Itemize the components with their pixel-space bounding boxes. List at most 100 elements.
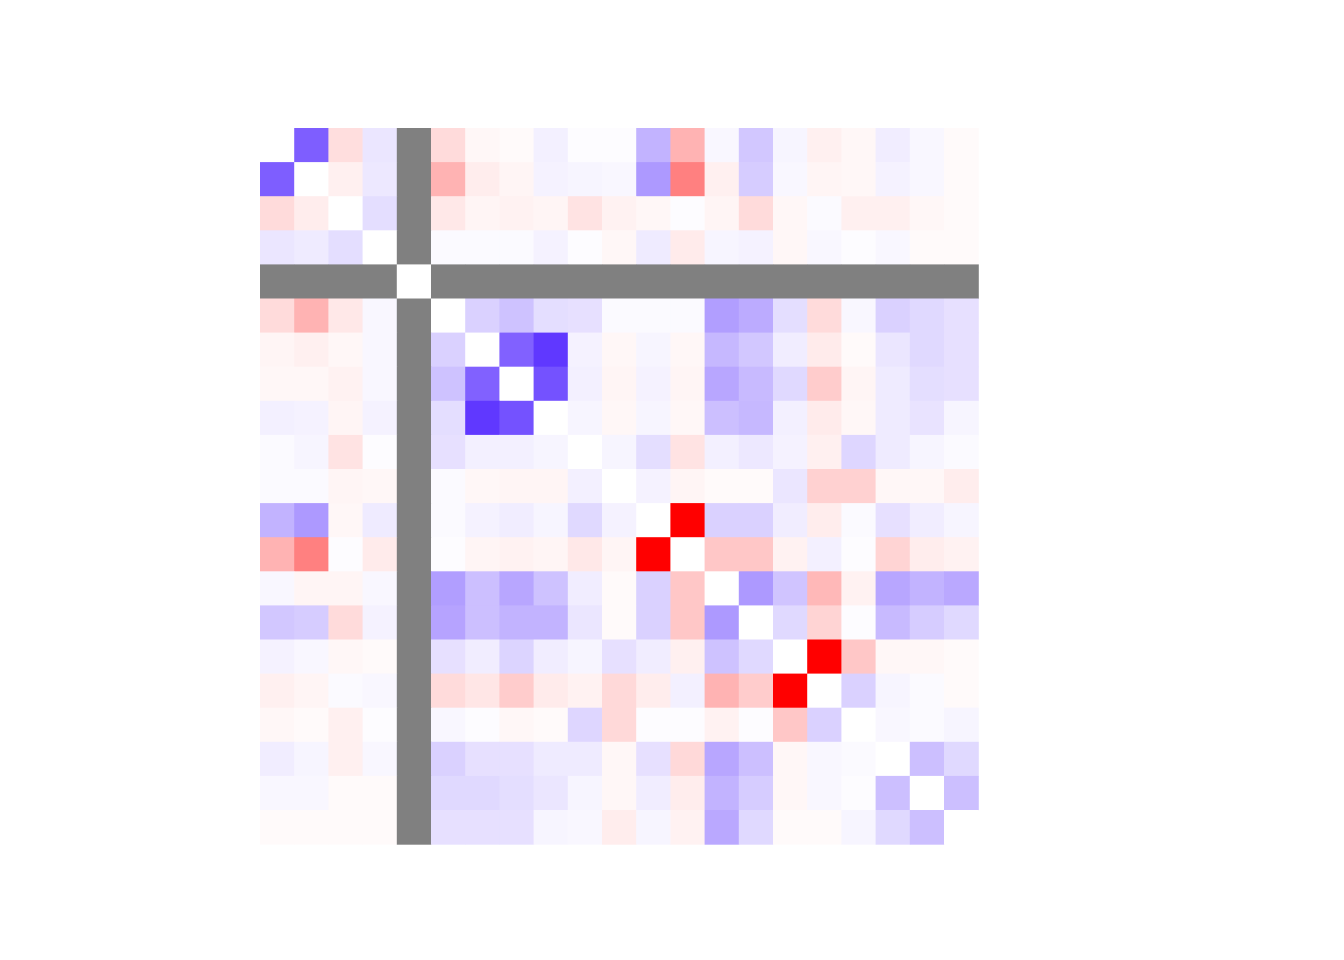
heatmap-cell-r19-c7: [499, 775, 535, 811]
heatmap-cell-r16-c20: [944, 673, 979, 709]
heatmap-cell-r13-c2: [328, 571, 364, 606]
heatmap-cell-r4-c8: [533, 264, 569, 300]
heatmap-cell-r10-c19: [909, 469, 945, 504]
heatmap-cell-r16-c12: [670, 673, 706, 709]
heatmap-cell-r19-c12: [670, 775, 706, 811]
heatmap-cell-r6-c11: [636, 332, 671, 368]
heatmap-cell-r13-c13: [704, 571, 740, 606]
heatmap-cell-r1-c15: [773, 162, 808, 197]
heatmap-cell-r8-c17: [841, 400, 877, 436]
heatmap-cell-r17-c19: [909, 707, 945, 743]
heatmap-cell-r12-c8: [533, 537, 569, 572]
heatmap-cell-r4-c2: [328, 264, 364, 300]
heatmap-cell-r16-c16: [807, 673, 842, 709]
heatmap-cell-r12-c3: [362, 537, 398, 572]
heatmap-cell-r13-c17: [841, 571, 877, 606]
heatmap-cell-r5-c6: [465, 298, 500, 334]
heatmap-cell-r11-c8: [533, 503, 569, 538]
heatmap-cell-r13-c19: [909, 571, 945, 606]
heatmap-cell-r6-c10: [602, 332, 637, 368]
heatmap-cell-r4-c9: [567, 264, 603, 300]
heatmap-cell-r12-c12: [670, 537, 706, 572]
heatmap-cell-r1-c14: [738, 162, 774, 197]
heatmap-cell-r18-c17: [841, 741, 877, 777]
heatmap-cell-r8-c7: [499, 400, 535, 436]
heatmap-cell-r18-c12: [670, 741, 706, 777]
heatmap-cell-r7-c8: [533, 366, 569, 402]
heatmap-cell-r12-c13: [704, 537, 740, 572]
heatmap-cell-r5-c1: [294, 298, 329, 334]
heatmap-cell-r20-c16: [807, 810, 842, 845]
heatmap-cell-r18-c8: [533, 741, 569, 777]
heatmap-cell-r5-c0: [260, 298, 295, 334]
heatmap-cell-r4-c19: [909, 264, 945, 300]
heatmap-cell-r17-c0: [260, 707, 295, 743]
heatmap-cell-r18-c20: [944, 741, 979, 777]
heatmap-cell-r15-c15: [773, 639, 808, 675]
heatmap-cell-r14-c5: [431, 605, 466, 641]
heatmap-cell-r7-c5: [431, 366, 466, 402]
heatmap-cell-r2-c4: [396, 196, 432, 231]
heatmap-cell-r4-c15: [773, 264, 808, 300]
heatmap-cell-r5-c12: [670, 298, 706, 334]
heatmap-cell-r10-c15: [773, 469, 808, 504]
heatmap-cell-r20-c9: [567, 810, 603, 845]
heatmap-cell-r0-c2: [328, 128, 364, 163]
heatmap-cell-r14-c7: [499, 605, 535, 641]
heatmap-cell-r12-c7: [499, 537, 535, 572]
heatmap-cell-r20-c14: [738, 810, 774, 845]
heatmap-cell-r19-c18: [875, 775, 911, 811]
heatmap-cell-r7-c15: [773, 366, 808, 402]
heatmap-cell-r0-c1: [294, 128, 329, 163]
heatmap-cell-r17-c3: [362, 707, 398, 743]
heatmap-cell-r5-c4: [396, 298, 432, 334]
heatmap-cell-r18-c5: [431, 741, 466, 777]
heatmap-cell-r0-c17: [841, 128, 877, 163]
heatmap-cell-r17-c11: [636, 707, 671, 743]
heatmap-cell-r0-c11: [636, 128, 671, 163]
heatmap-cell-r8-c4: [396, 400, 432, 436]
heatmap-cell-r5-c19: [909, 298, 945, 334]
heatmap-cell-r13-c12: [670, 571, 706, 606]
heatmap-cell-r7-c1: [294, 366, 329, 402]
heatmap-cell-r7-c10: [602, 366, 637, 402]
heatmap-cell-r0-c12: [670, 128, 706, 163]
heatmap-cell-r14-c1: [294, 605, 329, 641]
heatmap-cell-r9-c15: [773, 434, 808, 470]
heatmap-cell-r10-c4: [396, 469, 432, 504]
heatmap-cell-r11-c11: [636, 503, 671, 538]
heatmap-cell-r16-c9: [567, 673, 603, 709]
heatmap-cell-r11-c5: [431, 503, 466, 538]
heatmap-cell-r0-c16: [807, 128, 842, 163]
heatmap-cell-r1-c2: [328, 162, 364, 197]
heatmap-cell-r18-c15: [773, 741, 808, 777]
heatmap-cell-r2-c13: [704, 196, 740, 231]
heatmap-cell-r15-c0: [260, 639, 295, 675]
heatmap-cell-r6-c19: [909, 332, 945, 368]
heatmap-cell-r14-c10: [602, 605, 637, 641]
heatmap-cell-r9-c8: [533, 434, 569, 470]
heatmap-cell-r6-c16: [807, 332, 842, 368]
heatmap-cell-r13-c3: [362, 571, 398, 606]
heatmap-cell-r8-c14: [738, 400, 774, 436]
heatmap-cell-r13-c1: [294, 571, 329, 606]
heatmap-cell-r18-c19: [909, 741, 945, 777]
heatmap-cell-r1-c18: [875, 162, 911, 197]
heatmap-cell-r8-c0: [260, 400, 295, 436]
heatmap-cell-r2-c16: [807, 196, 842, 231]
heatmap-cell-r0-c8: [533, 128, 569, 163]
heatmap-cell-r7-c14: [738, 366, 774, 402]
heatmap-cell-r16-c19: [909, 673, 945, 709]
heatmap-cell-r2-c5: [431, 196, 466, 231]
heatmap-cell-r4-c0: [260, 264, 295, 300]
heatmap-cell-r0-c20: [944, 128, 979, 163]
heatmap-cell-r15-c2: [328, 639, 364, 675]
heatmap-cell-r4-c6: [465, 264, 500, 300]
heatmap-cell-r20-c7: [499, 810, 535, 845]
heatmap-cell-r13-c9: [567, 571, 603, 606]
heatmap-cell-r14-c3: [362, 605, 398, 641]
heatmap-cell-r20-c13: [704, 810, 740, 845]
heatmap-cell-r0-c5: [431, 128, 466, 163]
heatmap-cell-r5-c2: [328, 298, 364, 334]
